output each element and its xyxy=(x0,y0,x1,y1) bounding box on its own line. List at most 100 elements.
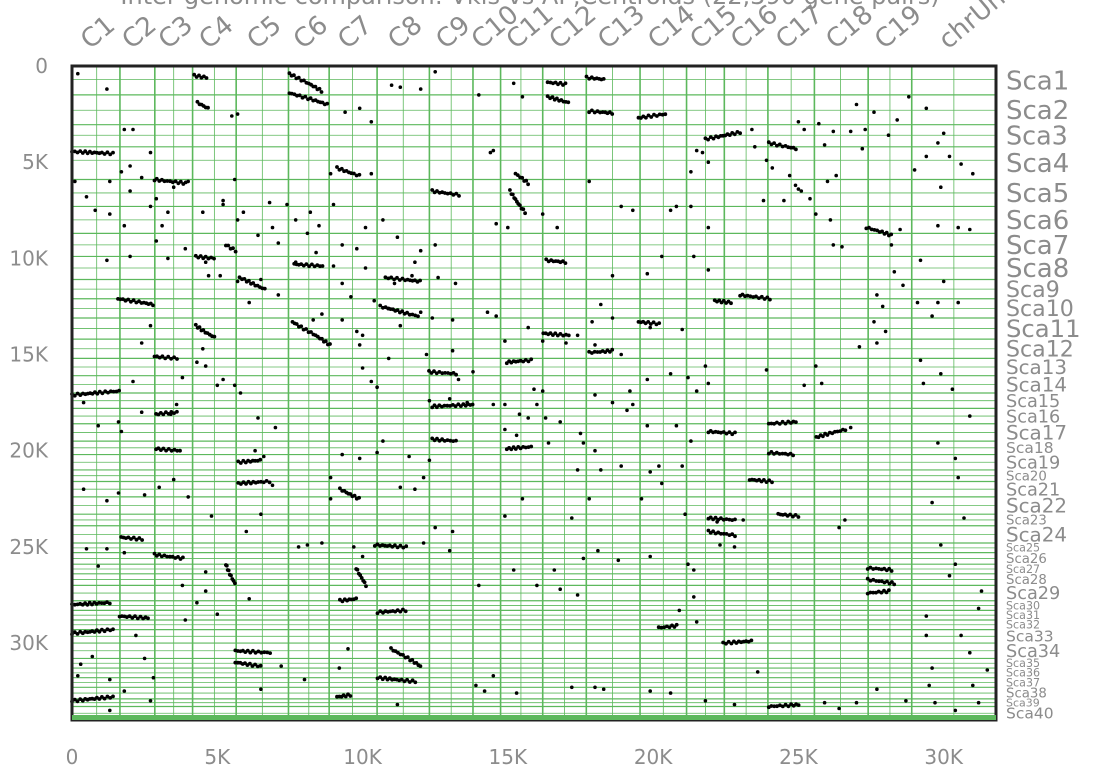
data-point xyxy=(175,448,180,453)
data-point xyxy=(514,691,519,695)
data-point xyxy=(276,293,281,297)
data-point xyxy=(831,243,836,247)
data-point xyxy=(357,106,362,111)
data-point xyxy=(433,243,438,247)
data-point xyxy=(558,332,563,336)
data-point xyxy=(447,548,452,553)
data-point xyxy=(340,318,345,322)
data-point xyxy=(400,309,405,314)
data-point xyxy=(757,296,761,300)
data-point xyxy=(503,402,507,407)
row-label: Sca17 xyxy=(1006,421,1067,444)
data-point xyxy=(724,431,729,436)
data-point xyxy=(645,423,650,428)
data-point xyxy=(447,397,452,401)
y-tick-label: 20K xyxy=(9,439,48,463)
data-point xyxy=(203,254,208,259)
row-label: Sca29 xyxy=(1006,584,1060,604)
data-point xyxy=(72,393,77,398)
data-point xyxy=(825,179,830,184)
data-point xyxy=(558,587,562,591)
data-point xyxy=(796,515,801,519)
data-point xyxy=(544,257,549,262)
data-point xyxy=(657,321,662,325)
data-point xyxy=(395,545,400,550)
data-point xyxy=(111,389,116,394)
data-point xyxy=(477,93,481,97)
data-point xyxy=(724,641,728,646)
data-point xyxy=(968,650,972,655)
data-point xyxy=(930,500,934,505)
data-point xyxy=(794,420,798,424)
data-point xyxy=(116,420,121,424)
data-point xyxy=(421,475,426,480)
data-point xyxy=(526,182,530,187)
data-point xyxy=(378,303,383,308)
data-point xyxy=(389,83,394,87)
row-label: Sca18 xyxy=(1006,439,1054,457)
data-point xyxy=(244,482,248,486)
data-point xyxy=(137,536,142,540)
column-label: chrUn xyxy=(933,0,1011,55)
data-point xyxy=(543,416,548,420)
data-point xyxy=(924,614,929,618)
data-point xyxy=(443,371,447,375)
row-label: Sca19 xyxy=(1006,453,1060,473)
data-point xyxy=(593,393,597,397)
data-point xyxy=(471,370,475,374)
data-point xyxy=(777,142,782,147)
data-point xyxy=(714,134,718,139)
data-point xyxy=(874,579,879,583)
data-point xyxy=(152,551,157,556)
data-point xyxy=(122,689,127,693)
data-point xyxy=(413,680,418,685)
data-point xyxy=(936,441,940,445)
row-label: Sca26 xyxy=(1006,552,1047,567)
data-point xyxy=(285,202,289,207)
data-point xyxy=(398,323,403,328)
data-point xyxy=(558,80,563,85)
data-point xyxy=(410,678,415,683)
data-point xyxy=(108,152,113,157)
data-point xyxy=(157,485,161,490)
row-label: Sca35 xyxy=(1006,657,1040,670)
data-point xyxy=(203,589,208,593)
data-point xyxy=(532,387,536,392)
data-point xyxy=(357,495,361,500)
data-point xyxy=(427,398,432,403)
data-point xyxy=(119,429,124,434)
data-point xyxy=(360,366,365,370)
data-point xyxy=(251,281,256,285)
row-label: Sca28 xyxy=(1006,573,1047,588)
data-point xyxy=(433,70,438,74)
row-label: Sca31 xyxy=(1006,609,1040,622)
data-point xyxy=(976,606,981,611)
data-point xyxy=(677,608,682,613)
data-point xyxy=(590,320,594,324)
data-point xyxy=(514,433,519,438)
data-point xyxy=(84,547,89,551)
data-point xyxy=(304,327,308,331)
data-point xyxy=(407,454,411,459)
data-point xyxy=(777,452,782,456)
data-point xyxy=(887,566,892,571)
data-point xyxy=(515,173,520,178)
data-point xyxy=(418,87,423,91)
data-point xyxy=(732,702,737,707)
data-point xyxy=(686,562,690,566)
data-point xyxy=(936,223,940,228)
data-point xyxy=(593,343,597,347)
data-point xyxy=(645,377,650,382)
data-point xyxy=(933,700,937,705)
data-point xyxy=(646,320,651,324)
data-point xyxy=(648,470,652,474)
data-point xyxy=(76,674,80,678)
data-point xyxy=(718,543,722,547)
data-point xyxy=(430,316,435,320)
data-point xyxy=(659,625,664,630)
data-point xyxy=(174,402,179,407)
data-point xyxy=(204,76,209,80)
data-point xyxy=(730,432,735,437)
data-point xyxy=(410,658,415,662)
data-point xyxy=(936,141,940,145)
